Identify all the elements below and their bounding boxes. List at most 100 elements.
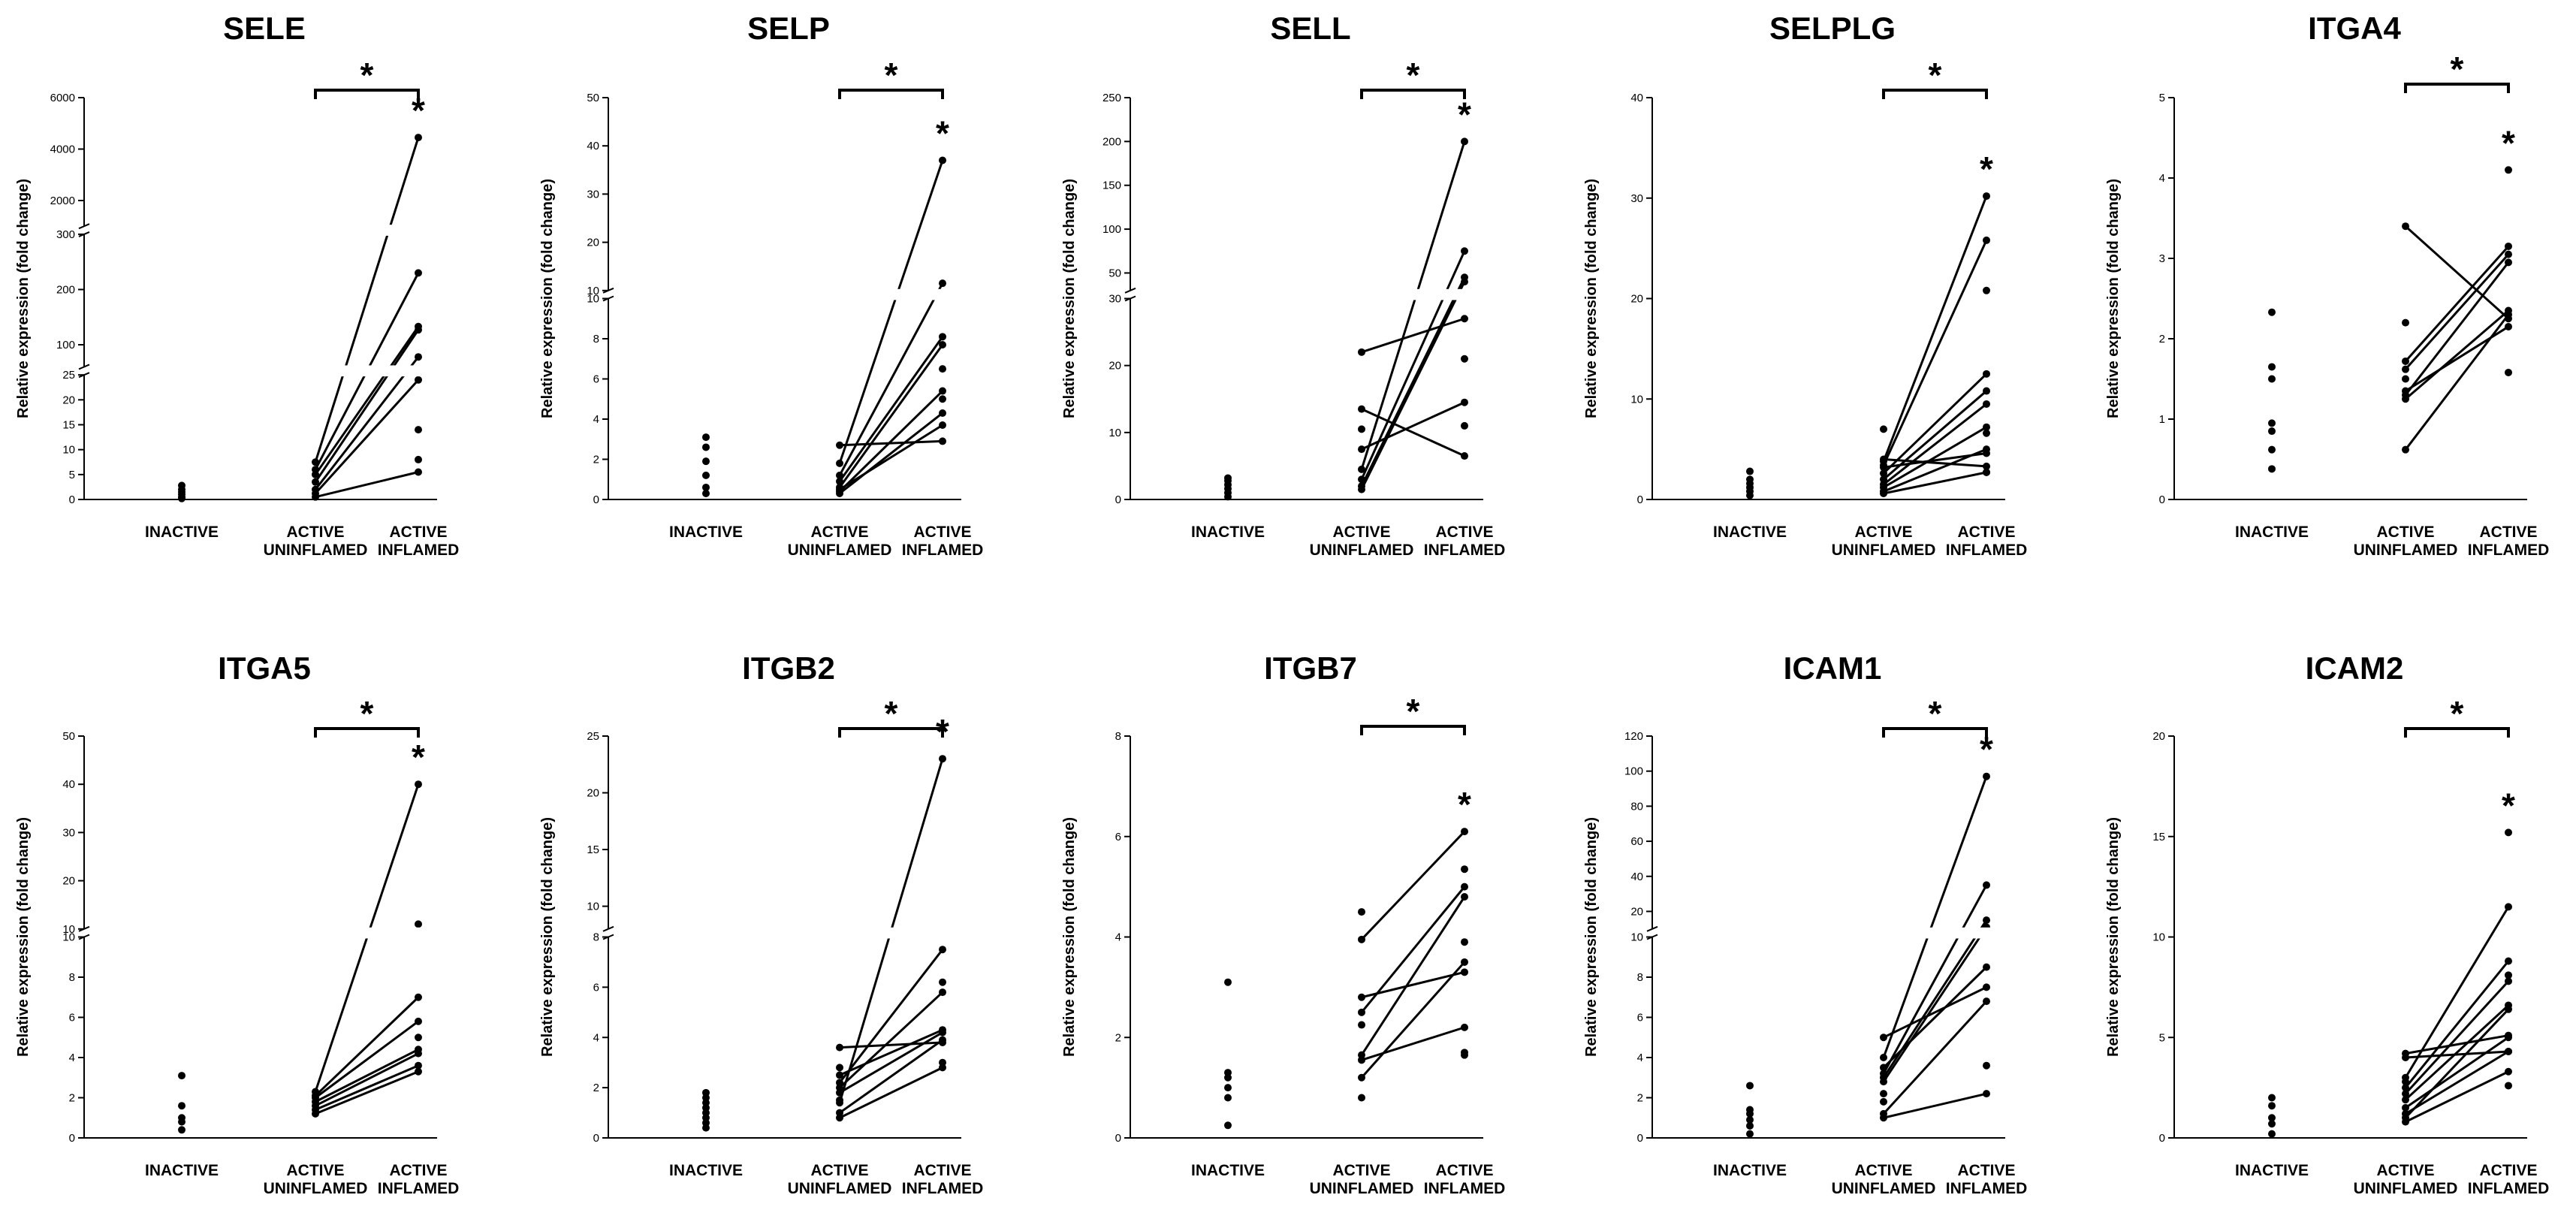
significance-bracket (314, 89, 420, 99)
panel-itga4: ITGA4 Relative expression (fold change) 0 1… (2105, 11, 2549, 559)
y-tick-label: 20 (1630, 293, 1643, 306)
significance-star: * (360, 694, 374, 733)
point-inflamed (2505, 903, 2512, 911)
category-label: ACTIVE UNINFLAMED (264, 524, 368, 559)
significance-bracket (838, 89, 944, 99)
panel-title: SELL (1270, 11, 1350, 46)
point-inflamed (2505, 1047, 2512, 1055)
point-inflamed (1461, 278, 1468, 286)
category-label-line: ACTIVE (1332, 524, 1390, 541)
y-tick-label: 100 (1102, 223, 1121, 236)
category-label: ACTIVE UNINFLAMED (2354, 524, 2458, 559)
category-label: ACTIVE UNINFLAMED (1310, 1162, 1414, 1197)
y-tick-label: 15 (587, 843, 599, 856)
point-inflamed (939, 988, 946, 997)
y-tick-label: 15 (62, 418, 75, 431)
category-label: ACTIVE UNINFLAMED (1832, 1162, 1936, 1197)
y-tick-label: 10 (587, 901, 599, 913)
point-significance-star: * (1458, 95, 1471, 134)
point-inactive (702, 471, 710, 479)
paired-line (838, 344, 944, 488)
category-label-line: UNINFLAMED (264, 1180, 368, 1197)
point-significance-star: * (936, 113, 949, 152)
category-label: ACTIVE INFLAMED (1946, 1162, 2028, 1197)
category-label-line: ACTIVE (286, 1162, 344, 1179)
paired-line (2404, 906, 2510, 1079)
point-uninflamed (2402, 395, 2409, 403)
paired-line (2404, 253, 2510, 370)
paired-line (315, 1048, 419, 1103)
y-tick-label: 2 (1115, 1031, 1121, 1044)
axis-break-mark (78, 364, 90, 370)
category-label: ACTIVE UNINFLAMED (788, 524, 892, 559)
paired-line (2405, 309, 2509, 400)
y-tick-label: 120 (1624, 730, 1643, 743)
point-uninflamed (2402, 375, 2409, 383)
category-label-line: ACTIVE (1957, 1162, 2015, 1179)
paired-line (1882, 1000, 1988, 1115)
paired-line (1883, 451, 1987, 469)
y-tick-label: 25 (62, 369, 75, 382)
paired-line (2404, 960, 2510, 1089)
point-uninflamed (1358, 1056, 1365, 1064)
point-uninflamed (1358, 485, 1365, 493)
paired-line (1360, 831, 1466, 940)
point-uninflamed (1358, 1094, 1365, 1102)
point-significance-star: * (412, 91, 425, 130)
point-uninflamed (2402, 1084, 2409, 1092)
category-label-line: INFLAMED (2468, 542, 2550, 559)
y-tick-label: 2 (69, 1092, 75, 1105)
category-label: ACTIVE INFLAMED (378, 524, 460, 559)
paired-line (2404, 980, 2510, 1095)
point-uninflamed (836, 485, 843, 493)
break-gap (796, 927, 976, 939)
point-inactive (178, 1102, 186, 1110)
y-tick-label: 30 (587, 188, 599, 201)
point-inflamed (1461, 958, 1468, 966)
point-inflamed (415, 920, 422, 928)
paired-line (839, 1067, 943, 1119)
y-tick-label: 6 (593, 373, 599, 386)
paired-line (2404, 245, 2510, 362)
point-uninflamed (836, 1064, 843, 1072)
y-axis-label: Relative expression (fold change) (539, 179, 556, 418)
paired-line (1361, 401, 1465, 451)
y-tick-label: 5 (2159, 92, 2165, 104)
panel-itgb2: ITGB2 Relative expression (fold change) 0 2… (539, 650, 983, 1197)
y-tick-label: 2 (2159, 333, 2165, 346)
point-inactive (1746, 467, 1754, 475)
category-label: INACTIVE (145, 524, 219, 541)
significance-bracket (838, 727, 944, 738)
y-tick-label: 10 (2152, 931, 2165, 944)
point-inactive (1224, 1094, 1232, 1102)
y-axis-label: Relative expression (fold change) (539, 817, 556, 1057)
y-tick-label: 4 (593, 413, 599, 426)
paired-line (1361, 1026, 1465, 1061)
point-inflamed (1983, 423, 1990, 431)
point-inflamed (939, 341, 946, 349)
category-label-line: UNINFLAMED (788, 1180, 892, 1197)
point-inflamed (2505, 368, 2512, 376)
panel-title: SELP (747, 11, 830, 46)
y-tick-label: 30 (62, 826, 75, 839)
paired-line (1882, 240, 1988, 466)
y-tick-label: 20 (62, 875, 75, 888)
point-inflamed (2505, 828, 2512, 837)
point-inflamed (1461, 247, 1468, 255)
point-uninflamed (1880, 469, 1887, 478)
category-label-line: ACTIVE (810, 524, 868, 541)
paired-line (1882, 776, 1988, 1058)
point-uninflamed (2402, 1096, 2409, 1104)
point-inflamed (2505, 971, 2512, 979)
category-label: INACTIVE (2235, 1162, 2309, 1179)
category-label-line: ACTIVE (2479, 1162, 2537, 1179)
point-uninflamed (1880, 463, 1887, 472)
y-tick-label: 0 (1637, 1132, 1643, 1145)
point-inactive (1224, 1121, 1232, 1130)
panel-title: ITGA5 (218, 650, 311, 686)
paired-line (1360, 896, 1466, 1056)
paired-line (314, 996, 420, 1097)
point-inactive (702, 457, 710, 466)
point-inflamed (2505, 250, 2512, 258)
point-inflamed (1461, 398, 1468, 406)
